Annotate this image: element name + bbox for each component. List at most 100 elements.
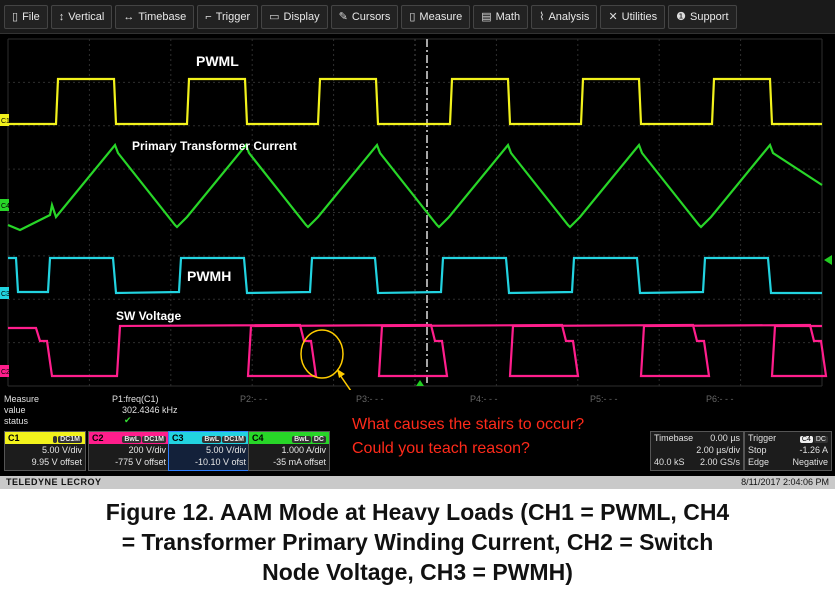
- menu-label: Measure: [419, 10, 463, 23]
- status-check-icon: ✔: [124, 415, 132, 425]
- channel-marker-label-c2: C2: [1, 369, 10, 376]
- menu-measure[interactable]: ▯ Measure: [401, 4, 471, 29]
- trace-c3-pwmh: [8, 256, 822, 295]
- measure-p1[interactable]: P1:freq(C1): [112, 394, 159, 404]
- channel-vdiv: 5.00 V/div: [205, 445, 246, 455]
- trigger-type: Edge: [748, 457, 770, 467]
- channel-marker-c2: [0, 365, 9, 377]
- menu-vertical[interactable]: ↕ Vertical: [50, 4, 113, 29]
- channel-marker-label-c3: C3: [1, 291, 10, 298]
- channel-vdiv: 5.00 V/div: [41, 445, 82, 455]
- question-line-2: Could you teach reason?: [352, 440, 530, 457]
- trigger-label: Trigger: [748, 433, 777, 443]
- trigger-mode: Stop: [748, 445, 767, 455]
- timebase-box[interactable]: Timebase 0.00 µs 2.00 µs/div 40.0 kS 2.0…: [650, 431, 744, 471]
- menu-label: Math: [495, 10, 521, 23]
- annotation-arrow: [339, 374, 363, 408]
- waveform-display[interactable]: C1 C4 C3 C2 PWML Primary Transformer Current P…: [0, 35, 835, 408]
- menu-label: Display: [283, 10, 320, 23]
- channel-box-c2[interactable]: C2 BwL DC1M 200 V/div -775 V offset: [88, 431, 170, 471]
- current-label: Primary Transformer Current: [132, 139, 297, 153]
- channel-box-c1[interactable]: C1 DC1M 5.00 V/div 9.95 V offset: [4, 431, 86, 471]
- file-icon: ▯: [12, 11, 19, 23]
- menu-support[interactable]: ❶ Support: [668, 4, 737, 29]
- timebase-label: Timebase: [654, 433, 694, 443]
- menu-file[interactable]: ▯ File: [4, 4, 48, 29]
- menu-analysis[interactable]: ⌇ Analysis: [531, 4, 598, 29]
- menu-label: Timebase: [138, 10, 187, 23]
- trigger-channel: C4: [799, 436, 813, 443]
- figure-caption: Figure 12. AAM Mode at Heavy Loads (CH1 …: [0, 497, 835, 587]
- menu-cursors[interactable]: ✎ Cursors: [330, 4, 399, 29]
- measure-p5[interactable]: P5:- - -: [590, 394, 618, 404]
- measure-p6[interactable]: P6:- - -: [706, 394, 734, 404]
- menu-display[interactable]: ▭ Display: [261, 4, 328, 29]
- channel-marker-c1: [0, 114, 9, 126]
- cursors-icon: ✎: [338, 11, 348, 23]
- channel-vdiv: 200 V/div: [128, 445, 166, 455]
- caption-line-1: Figure 12. AAM Mode at Heavy Loads (CH1 …: [105, 499, 730, 525]
- channel-coupling-tag: DC: [311, 436, 326, 443]
- oscilloscope-screen: ▯ File ↕ Vertical ↔ Timebase ⌐ Trigger ▭ Display ✎…: [0, 0, 835, 489]
- timebase-trigger-panel[interactable]: Timebase 0.00 µs 2.00 µs/div 40.0 kS 2.0…: [650, 431, 832, 471]
- status-footer: TELEDYNE LECROY 8/11/2017 2:04:06 PM: [0, 476, 835, 489]
- menu-utilities[interactable]: ✕ Utilities: [600, 4, 666, 29]
- measure-row: Measure: [4, 394, 39, 404]
- channel-bw-tag: [53, 436, 58, 443]
- stairs-highlight-circle: [300, 329, 344, 379]
- channel-box-c3[interactable]: C3 BwL DC1M 5.00 V/div -10.10 V ofst: [168, 431, 250, 471]
- measure-p4[interactable]: P4:- - -: [470, 394, 498, 404]
- math-icon: ▤: [481, 11, 492, 23]
- channel-bw-tag: BwL: [122, 436, 142, 443]
- trigger-slope: Negative: [792, 457, 828, 467]
- channel-name: C1: [8, 433, 20, 443]
- menu-trigger[interactable]: ⌐ Trigger: [197, 4, 259, 29]
- waveform-svg: C1 C4 C3 C2 PWML Primary Transformer Current P…: [0, 38, 832, 408]
- question-annotation: What causes the stairs to occur? Could y…: [352, 413, 584, 461]
- channel-offset: 9.95 V offset: [31, 457, 82, 467]
- channel-marker-label-c1: C1: [1, 118, 10, 125]
- measure-icon: ▯: [409, 11, 416, 23]
- caption-line-3: Node Voltage, CH3 = PWMH): [262, 559, 573, 585]
- timebase-samples: 40.0 kS: [654, 457, 685, 467]
- datetime: 8/11/2017 2:04:06 PM: [741, 477, 829, 487]
- pwml-label: PWML: [196, 53, 239, 69]
- channel-offset: -10.10 V ofst: [194, 457, 246, 467]
- menu-math[interactable]: ▤ Math: [473, 4, 529, 29]
- annotation-arrow-head: [337, 369, 345, 378]
- channel-box-c4[interactable]: C4 BwL DC 1.000 A/div -35 mA offset: [248, 431, 330, 471]
- channel-marker-c4: [0, 199, 9, 211]
- measure-p3[interactable]: P3:- - -: [356, 394, 384, 404]
- trigger-level: -1.26 A: [799, 445, 828, 455]
- timebase-rate: 2.00 GS/s: [699, 457, 740, 467]
- timebase-delay: 0.00 µs: [710, 433, 740, 443]
- channel-coupling-tag: DC1M: [142, 436, 166, 443]
- channel-coupling-tag: DC1M: [58, 436, 82, 443]
- measure-label: Measure: [4, 394, 40, 404]
- pwmh-label: PWMH: [187, 268, 231, 284]
- menu-label: Analysis: [548, 10, 590, 23]
- channel-vdiv: 1.000 A/div: [281, 445, 326, 455]
- info-panel: Measure P1:freq(C1) P2:- - - P3:- - - P4…: [0, 390, 835, 489]
- timebase-tdiv: 2.00 µs/div: [696, 445, 740, 455]
- menu-label: Utilities: [621, 10, 658, 23]
- measure-value: 302.4346 kHz: [122, 405, 178, 415]
- timebase-icon: ↔: [123, 10, 135, 23]
- display-icon: ▭: [269, 11, 280, 23]
- menu-bar: ▯ File ↕ Vertical ↔ Timebase ⌐ Trigger ▭ Display ✎…: [0, 0, 835, 34]
- trigger-box[interactable]: Trigger C4 DC Stop -1.26 A Edge Negative: [744, 431, 832, 471]
- sw-voltage-label: SW Voltage: [116, 309, 181, 323]
- menu-label: Cursors: [351, 10, 391, 23]
- trace-c2-sw-voltage: [8, 323, 828, 378]
- utilities-icon: ✕: [608, 11, 618, 23]
- vertical-icon: ↕: [58, 10, 65, 23]
- trigger-coupling: DC: [813, 436, 828, 443]
- value-label: value: [4, 405, 26, 415]
- channel-bw-tag: BwL: [292, 436, 311, 443]
- measure-p2[interactable]: P2:- - -: [240, 394, 268, 404]
- channel-bw-tag: BwL: [202, 436, 222, 443]
- channel-name: C3: [172, 433, 184, 443]
- channel-marker-c3: [0, 287, 9, 299]
- menu-timebase[interactable]: ↔ Timebase: [115, 4, 195, 29]
- trace-c1-pwml: [8, 77, 822, 126]
